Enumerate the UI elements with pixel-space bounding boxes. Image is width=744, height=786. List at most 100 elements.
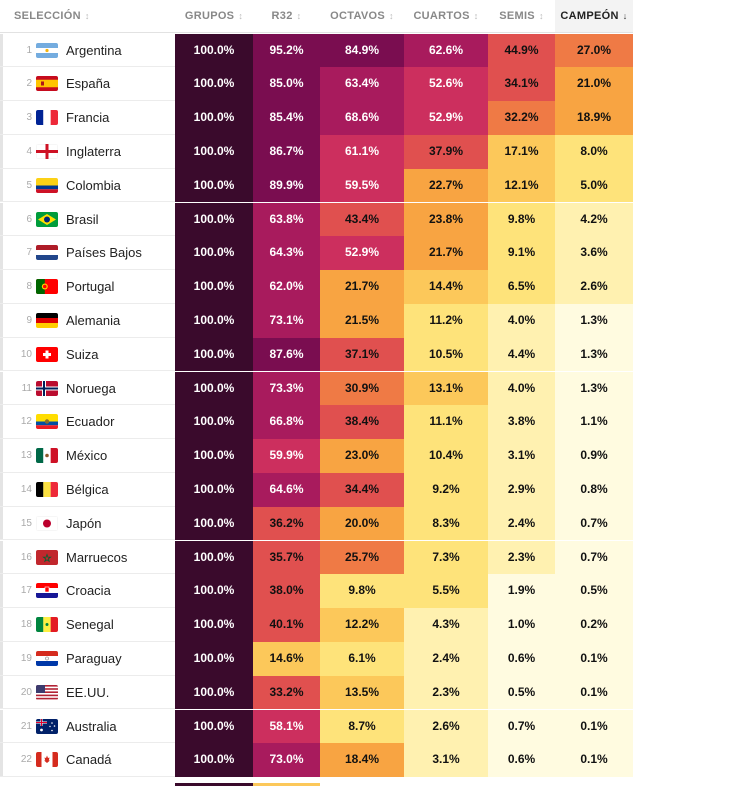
cell-r32: 73.3% — [253, 371, 320, 406]
cell-campeon: 0.7% — [555, 506, 633, 541]
cell-r32: 36.2% — [253, 506, 320, 541]
cell-campeon: 1.3% — [555, 303, 633, 338]
row-left-border — [0, 506, 3, 541]
senegal-flag-icon — [36, 617, 58, 633]
cell-semis: 44.9% — [488, 33, 555, 68]
belgium-flag-icon — [36, 481, 58, 497]
header-r32[interactable]: R32 ↕ — [253, 0, 320, 32]
croatia-flag-icon — [36, 583, 58, 599]
row-divider — [0, 100, 175, 102]
table-row[interactable]: 11 Noruega 100.0% 73.3% 30.9% 13.1% 4.0% 1.3% — [0, 371, 633, 406]
team-name: Brasil — [66, 211, 99, 227]
cell-octavos: 20.0% — [320, 506, 404, 541]
header-octavos-label: OCTAVOS — [330, 10, 386, 22]
cell-grupos: 100.0% — [175, 134, 253, 169]
table-row[interactable]: 16 Marruecos 100.0% 35.7% 25.7% 7.3% 2.3% 0.7% — [0, 540, 633, 575]
cell-cuartos: 13.1% — [404, 371, 488, 406]
cell-r32: 62.0% — [253, 270, 320, 304]
cell-octavos: 30.9% — [320, 371, 404, 406]
row-rank: 21 — [20, 720, 32, 732]
row-divider — [0, 167, 175, 169]
header-r32-label: R32 — [271, 10, 293, 22]
header-campeon-label: CAMPEÓN — [560, 10, 619, 22]
table-row[interactable]: 5 Colombia 100.0% 89.9% 59.5% 22.7% 12.1% 5.0% — [0, 168, 633, 203]
cell-octavos: 68.6% — [320, 101, 404, 135]
row-left-border — [0, 67, 3, 102]
cell-cuartos: 23.8% — [404, 202, 488, 237]
table-row[interactable]: 6 Brasil 100.0% 63.8% 43.4% 23.8% 9.8% 4.2% — [0, 202, 633, 237]
table-row[interactable]: 9 Alemania 100.0% 73.1% 21.5% 11.2% 4.0% 1.3% — [0, 303, 633, 338]
row-rank: 19 — [20, 652, 32, 664]
table-row[interactable]: 20 EE.UU. 100.0% 33.2% 13.5% 2.3% 0.5% 0.1% — [0, 675, 633, 710]
table-row[interactable]: 18 Senegal 100.0% 40.1% 12.2% 4.3% 1.0% 0.2% — [0, 608, 633, 642]
cell-octavos: 52.9% — [320, 236, 404, 271]
table-row[interactable]: 14 Bélgica 100.0% 64.6% 34.4% 9.2% 2.9% 0.8% — [0, 472, 633, 507]
row-divider — [0, 133, 175, 135]
cell-r32: 58.1% — [253, 709, 320, 744]
row-rank: 16 — [20, 551, 32, 563]
header-campeon[interactable]: CAMPEÓN ↓ — [555, 0, 633, 32]
row-left-border — [0, 337, 3, 372]
cell-cuartos: 21.7% — [404, 236, 488, 271]
cell-campeon: 1.3% — [555, 371, 633, 406]
row-rank: 12 — [20, 416, 32, 428]
cell-campeon: 0.9% — [555, 439, 633, 473]
cell-octavos: 34.4% — [320, 472, 404, 507]
header-team[interactable]: SELECCIÓN ↕ — [14, 0, 174, 32]
table-header: SELECCIÓN ↕ GRUPOS ↕ R32 ↕ OCTAVOS ↕ CUARTOS… — [0, 0, 633, 33]
table-row[interactable]: 21 Australia 100.0% 58.1% 8.7% 2.6% 0.7% 0.1% — [0, 709, 633, 744]
header-grupos[interactable]: GRUPOS ↕ — [175, 0, 253, 32]
cell-r32: 87.6% — [253, 337, 320, 372]
cell-campeon: 0.1% — [555, 709, 633, 744]
cell-cuartos: 37.9% — [404, 134, 488, 169]
row-left-border — [0, 405, 3, 440]
team-name: EE.UU. — [66, 684, 110, 700]
row-divider — [0, 539, 175, 541]
cell-cuartos: 2.3% — [404, 675, 488, 710]
row-divider — [0, 505, 175, 507]
netherlands-flag-icon — [36, 245, 58, 261]
team-name: Paraguay — [66, 650, 122, 666]
canada-flag-icon — [36, 752, 58, 768]
table-row[interactable]: 17 Croacia 100.0% 38.0% 9.8% 5.5% 1.9% 0.5% — [0, 574, 633, 609]
table-row[interactable]: 13 México 100.0% 59.9% 23.0% 10.4% 3.1% 0.9% — [0, 439, 633, 473]
cell-cuartos: 11.1% — [404, 405, 488, 440]
table-row[interactable]: 1 Argentina 100.0% 95.2% 84.9% 62.6% 44.9% 27.0… — [0, 33, 633, 68]
cell-cuartos: 10.4% — [404, 439, 488, 473]
row-rank: 2 — [26, 78, 32, 90]
table-row[interactable]: 8 Portugal 100.0% 62.0% 21.7% 14.4% 6.5% 2.6% — [0, 270, 633, 304]
team-name: Japón — [66, 515, 102, 531]
norway-flag-icon — [36, 380, 58, 396]
table-row[interactable]: 7 Países Bajos 100.0% 64.3% 52.9% 21.7% 9.1% 3.… — [0, 236, 633, 271]
cell-semis: 34.1% — [488, 67, 555, 102]
table-row[interactable]: 3 Francia 100.0% 85.4% 68.6% 52.9% 32.2% 18.9% — [0, 101, 633, 135]
england-flag-icon — [36, 143, 58, 159]
cell-octavos: 38.4% — [320, 405, 404, 440]
row-left-border — [0, 202, 3, 237]
cell-octavos: 12.2% — [320, 608, 404, 642]
row-left-border — [0, 168, 3, 203]
sort-active-icon: ↓ — [622, 11, 628, 21]
table-row[interactable]: 22 Canadá 100.0% 73.0% 18.4% 3.1% 0.6% 0.1% — [0, 743, 633, 778]
row-rank: 14 — [20, 483, 32, 495]
table-row[interactable]: 12 Ecuador 100.0% 66.8% 38.4% 11.1% 3.8% 1.1% — [0, 405, 633, 440]
table-row[interactable]: 15 Japón 100.0% 36.2% 20.0% 8.3% 2.4% 0.7% — [0, 506, 633, 541]
table-row[interactable]: 19 Paraguay 100.0% 14.6% 6.1% 2.4% 0.6% 0.1% — [0, 641, 633, 676]
cell-grupos: 100.0% — [175, 405, 253, 440]
header-team-label: SELECCIÓN — [14, 10, 81, 22]
header-cuartos[interactable]: CUARTOS ↕ — [404, 0, 488, 32]
cell-octavos: 43.4% — [320, 202, 404, 237]
table-row[interactable]: 10 Suiza 100.0% 87.6% 37.1% 10.5% 4.4% 1.3% — [0, 337, 633, 372]
row-rank: 13 — [20, 450, 32, 462]
header-octavos[interactable]: OCTAVOS ↕ — [320, 0, 404, 32]
switzerland-flag-icon — [36, 346, 58, 362]
cell-campeon: 0.1% — [555, 641, 633, 676]
header-semis[interactable]: SEMIS ↕ — [488, 0, 555, 32]
cell-cuartos: 9.2% — [404, 472, 488, 507]
row-rank: 17 — [20, 585, 32, 597]
cell-r32: 59.9% — [253, 439, 320, 473]
row-left-border — [0, 33, 3, 68]
cell-cuartos: 11.2% — [404, 303, 488, 338]
table-row[interactable]: 2 España 100.0% 85.0% 63.4% 52.6% 34.1% 21.0% — [0, 67, 633, 102]
table-row[interactable]: 4 Inglaterra 100.0% 86.7% 61.1% 37.9% 17.1% 8.0… — [0, 134, 633, 169]
